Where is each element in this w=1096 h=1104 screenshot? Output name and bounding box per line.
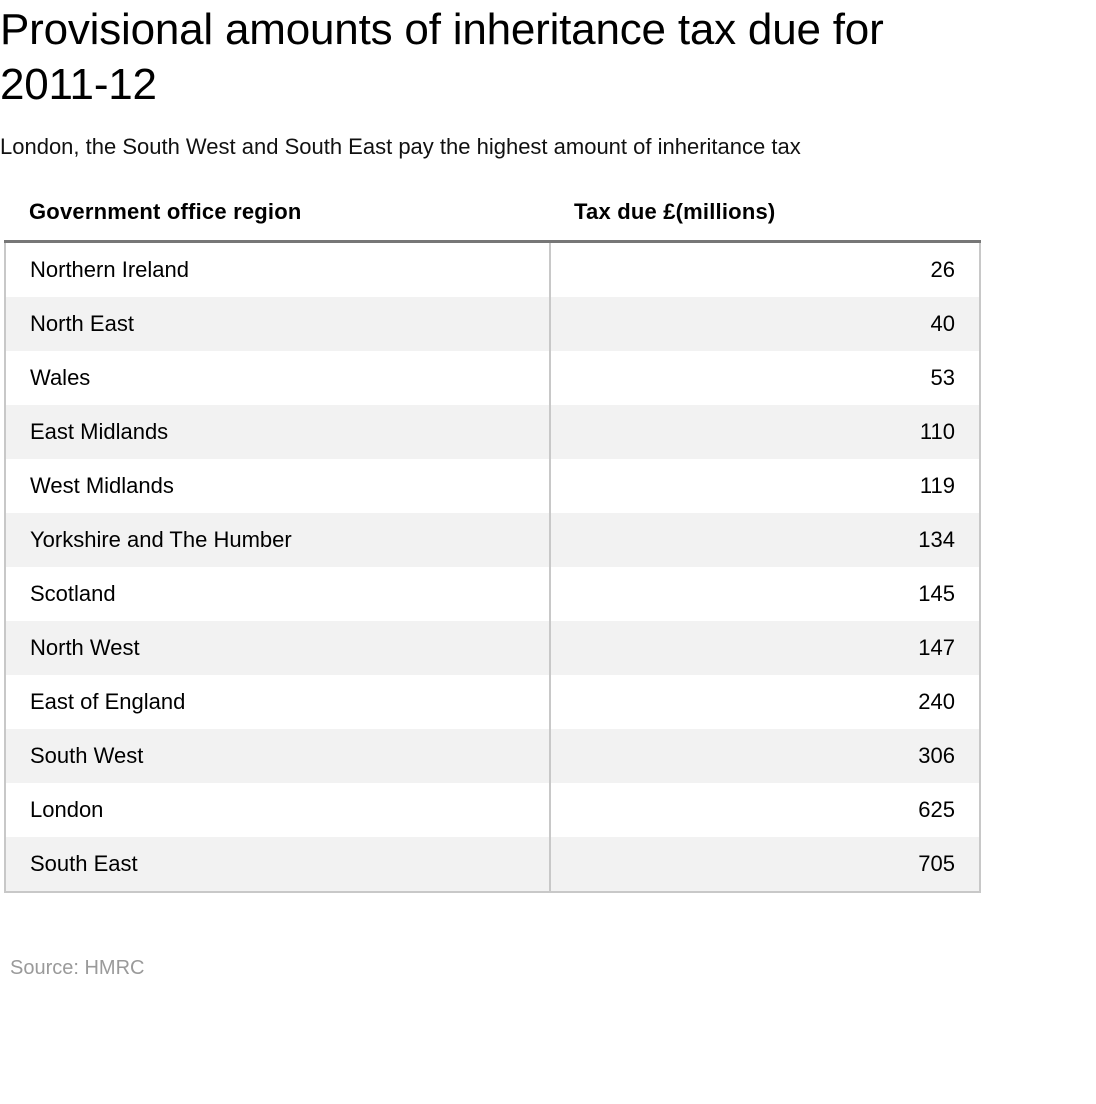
- region-cell: Yorkshire and The Humber: [4, 513, 551, 567]
- tax-due-cell: 134: [550, 513, 981, 567]
- chart-title: Provisional amounts of inheritance tax d…: [0, 5, 884, 109]
- tax-due-cell: 119: [550, 459, 981, 513]
- region-cell: Northern Ireland: [4, 241, 551, 297]
- region-cell: Scotland: [4, 567, 551, 621]
- table-row: West Midlands 119: [4, 459, 981, 513]
- region-cell: London: [4, 783, 551, 837]
- chart-subtitle: London, the South West and South East pa…: [0, 134, 801, 159]
- column-header-region: Government office region: [5, 184, 550, 243]
- region-cell: East Midlands: [4, 405, 551, 459]
- table-row: South West 306: [4, 729, 981, 783]
- region-cell: East of England: [4, 675, 551, 729]
- tax-due-cell: 240: [550, 675, 981, 729]
- table-row: South East 705: [4, 837, 981, 893]
- table-row: Scotland 145: [4, 567, 981, 621]
- tax-due-cell: 26: [550, 241, 981, 297]
- region-cell: West Midlands: [4, 459, 551, 513]
- tax-due-cell: 306: [550, 729, 981, 783]
- data-table-container: Government office region Tax due £(milli…: [4, 184, 981, 893]
- tax-due-cell: 40: [550, 297, 981, 351]
- region-cell: South East: [4, 837, 551, 893]
- table-row: Northern Ireland 26: [4, 241, 981, 297]
- table-body: Northern Ireland 26 North East 40 Wales 53 Eas…: [4, 241, 981, 893]
- data-table: Government office region Tax due £(milli…: [4, 184, 981, 893]
- header-row: Government office region Tax due £(milli…: [5, 184, 980, 243]
- tax-due-cell: 625: [550, 783, 981, 837]
- table-row: Yorkshire and The Humber 134: [4, 513, 981, 567]
- table-row: London 625: [4, 783, 981, 837]
- table-row: North East 40: [4, 297, 981, 351]
- table-row: Wales 53: [4, 351, 981, 405]
- tax-due-cell: 53: [550, 351, 981, 405]
- tax-due-cell: 147: [550, 621, 981, 675]
- table-row: North West 147: [4, 621, 981, 675]
- column-header-tax-due: Tax due £(millions): [550, 184, 980, 243]
- region-cell: North East: [4, 297, 551, 351]
- tax-due-cell: 110: [550, 405, 981, 459]
- region-cell: North West: [4, 621, 551, 675]
- table-row: East of England 240: [4, 675, 981, 729]
- region-cell: South West: [4, 729, 551, 783]
- region-cell: Wales: [4, 351, 551, 405]
- table-header: Government office region Tax due £(milli…: [5, 184, 980, 243]
- source-note: Source: HMRC: [10, 957, 145, 979]
- tax-due-cell: 705: [550, 837, 981, 893]
- table-row: East Midlands 110: [4, 405, 981, 459]
- tax-due-cell: 145: [550, 567, 981, 621]
